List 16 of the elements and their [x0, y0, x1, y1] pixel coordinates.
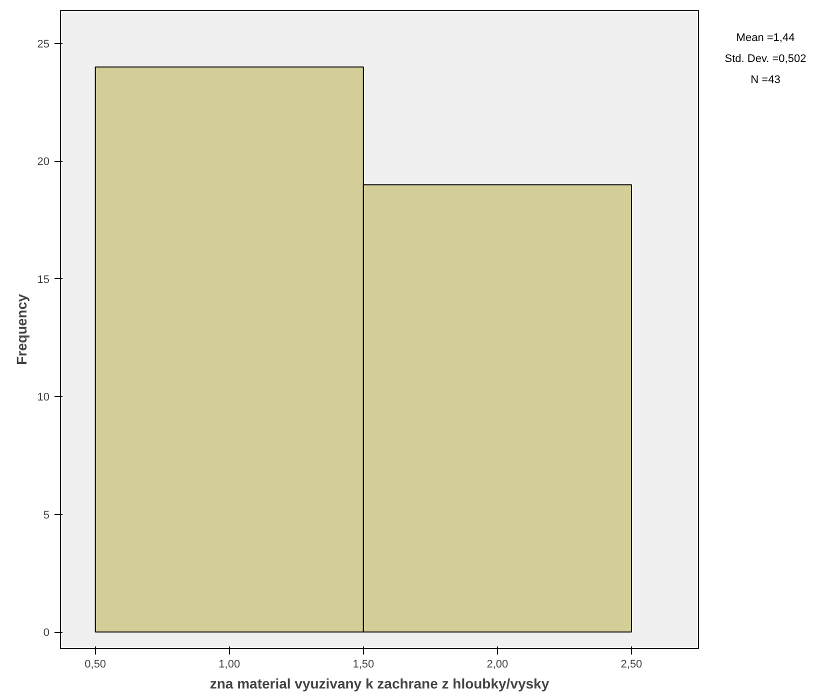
- y-tick-label: 10: [37, 392, 50, 404]
- y-tick-label: 20: [37, 156, 50, 168]
- y-tick-label: 15: [37, 274, 50, 286]
- y-tick-label: 5: [43, 509, 50, 522]
- text: N =43: [750, 74, 780, 86]
- x-axis-title: zna material vyuzivany k zachrane z hloubky/vysky: [210, 676, 550, 692]
- y-tick-label: 25: [37, 38, 50, 50]
- y-axis-title: Frequency: [13, 294, 30, 365]
- text: Std. Dev. =0,502: [724, 53, 806, 65]
- x-tick-label: 2,50: [620, 658, 642, 670]
- x-tick-label: 2,00: [486, 658, 508, 670]
- x-tick-label: 1,00: [218, 658, 240, 670]
- x-tick-label: 0,50: [84, 658, 106, 670]
- y-tick-label: 0: [43, 627, 50, 640]
- x-tick-label: 1,50: [352, 658, 374, 670]
- text: Mean =1,44: [736, 32, 795, 44]
